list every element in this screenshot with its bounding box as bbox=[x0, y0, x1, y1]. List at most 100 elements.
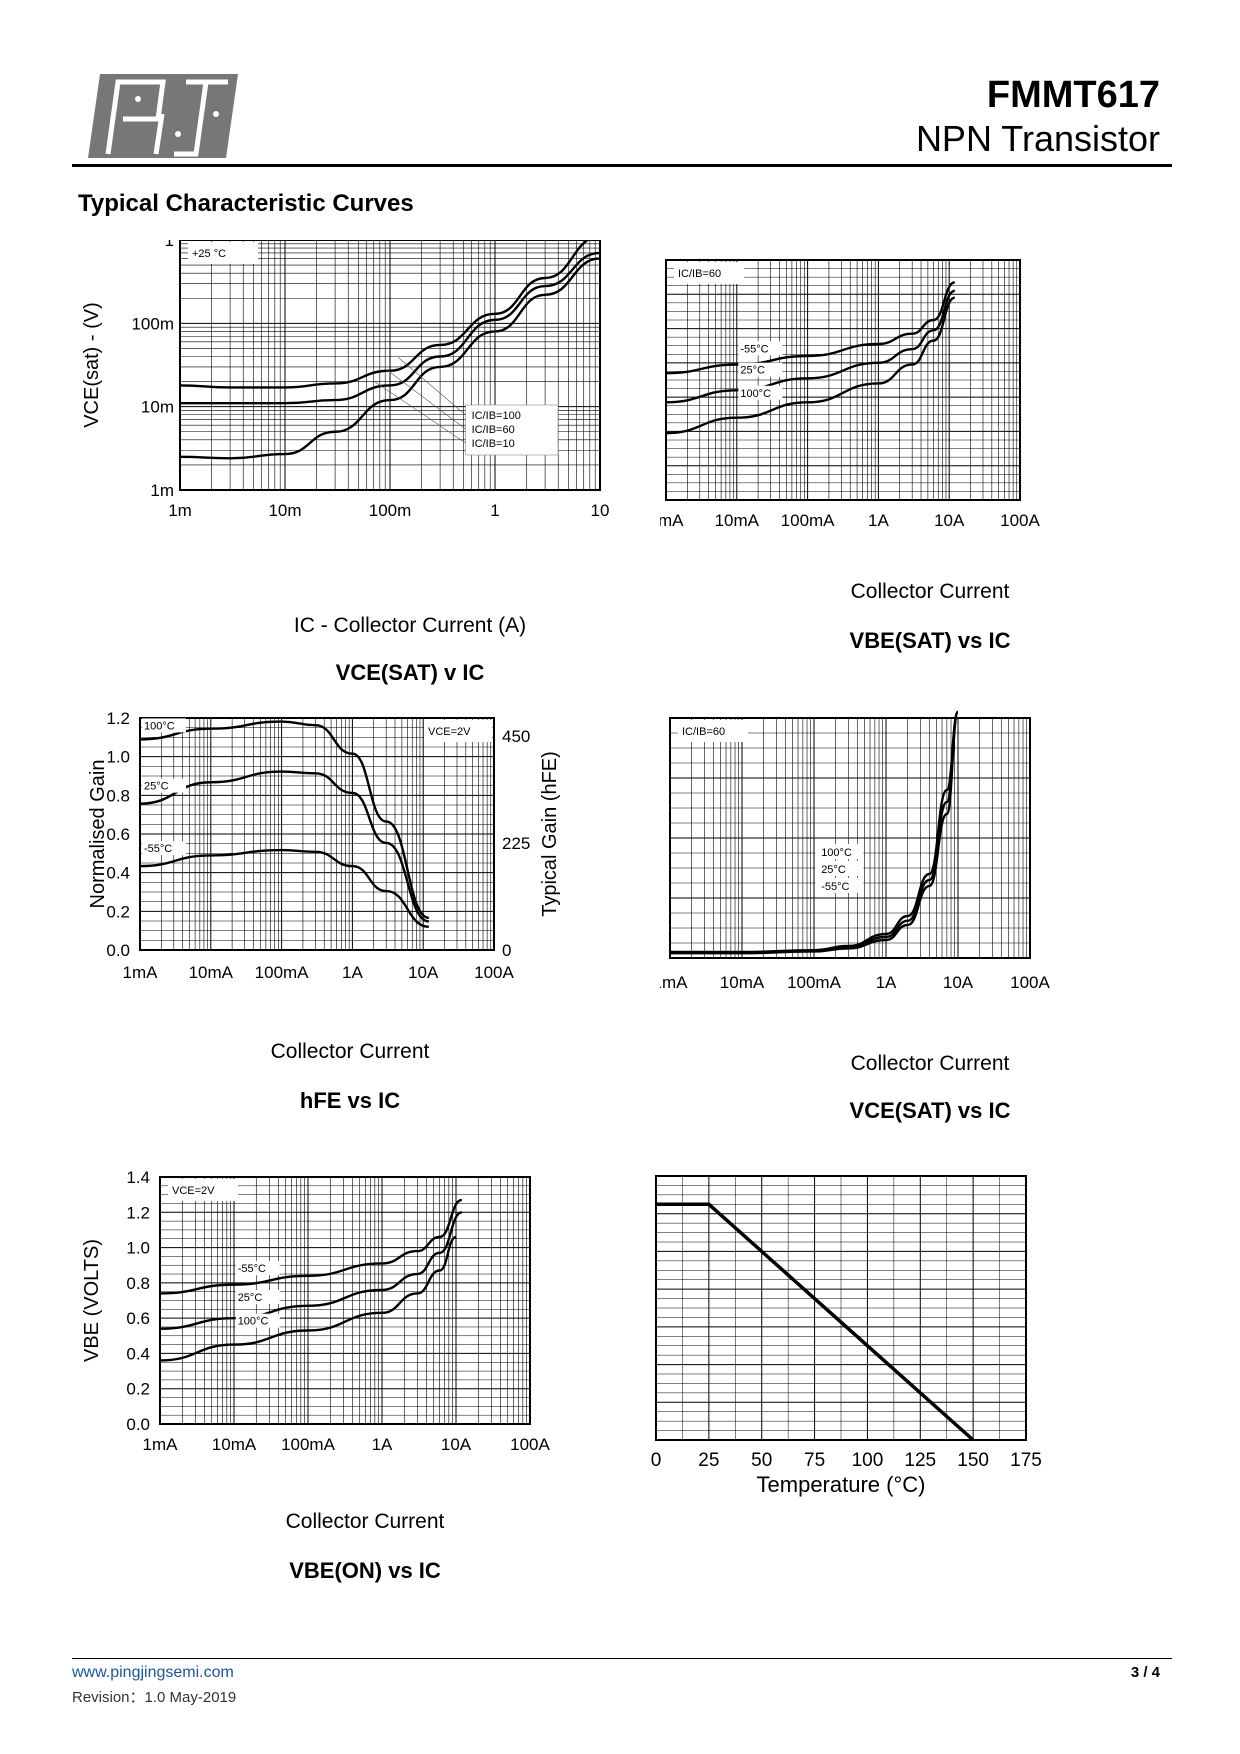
plot-area: 02550751001251501750.00.10.20.30.40.50.6… bbox=[651, 1175, 1042, 1497]
y-tick-label: 0.8 bbox=[106, 786, 130, 805]
y-axis-label: VBE (VOLTS) bbox=[81, 1239, 103, 1362]
legend-leader bbox=[386, 369, 466, 430]
y-tick-label: 100m bbox=[131, 314, 174, 333]
series-label-bg bbox=[235, 1313, 280, 1328]
x-tick-label: 10mA bbox=[189, 963, 234, 982]
y-tick-label: 10m bbox=[141, 398, 174, 417]
grid bbox=[665, 259, 1021, 501]
x-tick-label: 100mA bbox=[781, 511, 836, 530]
series-line-55C bbox=[665, 281, 956, 375]
x-tick-label: 10mA bbox=[720, 973, 765, 992]
series-label: -55°C bbox=[740, 343, 768, 355]
y2-axis-label: Typical Gain (hFE) bbox=[539, 751, 561, 917]
y-tick-label: 0.2 bbox=[106, 902, 130, 921]
y-tick-label: 1 bbox=[165, 240, 174, 250]
x-tick-label: 10A bbox=[408, 963, 439, 982]
chart4-xlabel: Collector Current bbox=[850, 1052, 1010, 1075]
series-line-ICIB60 bbox=[180, 251, 601, 405]
y-tick-label: 1.2 bbox=[106, 710, 130, 728]
legend-leader bbox=[374, 381, 466, 444]
y2-tick-label: 0 bbox=[502, 941, 511, 960]
plot-area: 1mA 10mA 100mA 1A 10A 100A 0.0 0.2 0.4 0.6 0.8 1.0 1… bbox=[87, 710, 561, 982]
x-tick-label: 100 bbox=[852, 1450, 884, 1471]
chart3-xlabel: Collector Current bbox=[270, 1040, 430, 1063]
series-label-bg bbox=[235, 1261, 280, 1276]
y-tick-label: 0.4 bbox=[106, 864, 130, 883]
chart-hfe-ic: 1mA 10mA 100mA 1A 10A 100A 0.0 0.2 0.4 0.6 0.8 1.0 1… bbox=[87, 710, 561, 982]
chart2-caption: VBE(SAT) vs IC bbox=[849, 628, 1011, 653]
series-line-25C bbox=[139, 770, 430, 923]
chart-vcesat-ic-temp: 1mA10mA100mA1A10A100A0.00.10.20.30.4VCE … bbox=[660, 710, 1051, 992]
x-tick-label: 50 bbox=[751, 1450, 772, 1471]
series-line-25C bbox=[665, 289, 956, 404]
y2-tick-label: 450 bbox=[502, 727, 530, 746]
series-label: 25°C bbox=[821, 864, 846, 876]
series-line-Pd bbox=[656, 1202, 975, 1442]
annotation-text: IC/IB=60 bbox=[678, 268, 721, 280]
y-tick-label: 0.2 bbox=[126, 1380, 150, 1399]
plot-frame bbox=[139, 717, 495, 951]
series-line-55C bbox=[159, 1198, 463, 1295]
series-leader bbox=[863, 862, 918, 868]
chart4-caption: VCE(SAT) vs IC bbox=[849, 1098, 1011, 1123]
series-label: 25°C bbox=[144, 781, 169, 793]
footer-divider bbox=[72, 1658, 1172, 1659]
series-line-100C bbox=[159, 1235, 457, 1362]
x-tick-label: 1 bbox=[490, 501, 499, 520]
series-label-bg bbox=[738, 341, 783, 356]
series-label: 100°C bbox=[740, 388, 771, 400]
y-tick-label: 1.0 bbox=[106, 748, 130, 767]
part-description: NPN Transistor bbox=[915, 118, 1160, 159]
series-line-55C bbox=[139, 848, 429, 928]
x-tick-label: 1m bbox=[168, 501, 192, 520]
series-label: -55°C bbox=[144, 843, 172, 855]
x-tick-label: 0 bbox=[651, 1450, 662, 1471]
series-label: -55°C bbox=[238, 1263, 266, 1275]
annotation-text: IC/IB=60 bbox=[682, 726, 725, 738]
legend-entry: IC/IB=10 bbox=[472, 438, 515, 450]
series-line-100C bbox=[665, 296, 956, 435]
company-logo bbox=[88, 74, 238, 158]
y-tick-label: 1.4 bbox=[126, 1170, 150, 1187]
series-line-ICIB10 bbox=[179, 257, 601, 460]
x-tick-label: 1mA bbox=[660, 973, 688, 992]
series-line-25C bbox=[159, 1211, 463, 1330]
x-tick-label: 100mA bbox=[281, 1435, 336, 1454]
plot-area: 1mA 10mA 100mA 1A 10A 100A 0.0 0.2 0.4 0.6 0.8 1.0 1… bbox=[81, 1170, 551, 1454]
x-tick-label: 100mA bbox=[787, 973, 842, 992]
series-label-bg bbox=[142, 841, 186, 856]
x-tick-label: 1A bbox=[868, 511, 889, 530]
x-tick-label: 10A bbox=[934, 511, 965, 530]
series-leader bbox=[863, 880, 922, 885]
plot-area: 1m 10m 100m 1 10 1m 10m 100m 1 VCE(sat) - (V) +25 … bbox=[81, 240, 609, 520]
annotation-text: VCE=2V bbox=[172, 1185, 215, 1197]
x-tick-label: 75 bbox=[804, 1450, 825, 1471]
series-line-55C bbox=[670, 710, 960, 955]
x-tick-label: 10A bbox=[441, 1435, 472, 1454]
x-tick-label: 1mA bbox=[123, 963, 159, 982]
x-tick-label: 1A bbox=[876, 973, 897, 992]
plot-frame bbox=[179, 240, 601, 491]
x-tick-label: 100A bbox=[510, 1435, 550, 1454]
annotation-bg bbox=[678, 720, 748, 742]
y-tick-label: 1.0 bbox=[126, 1239, 150, 1258]
grid bbox=[139, 717, 495, 951]
series-label: 100°C bbox=[821, 847, 852, 859]
chart5-xlabel: Collector Current bbox=[285, 1510, 445, 1533]
y-tick-label: 0.0 bbox=[106, 941, 130, 960]
chart2-xlabel: Collector Current bbox=[850, 580, 1010, 603]
x-tick-label: 1A bbox=[372, 1435, 393, 1454]
series-label: -55°C bbox=[821, 881, 849, 893]
series-label-bg bbox=[142, 718, 186, 733]
section-title: Typical Characteristic Curves bbox=[78, 190, 414, 217]
series-label: 100°C bbox=[238, 1316, 269, 1328]
x-tick-label: 100A bbox=[1010, 973, 1050, 992]
x-tick-label: 125 bbox=[904, 1450, 936, 1471]
annotation-bg bbox=[188, 242, 258, 264]
series-label: 100°C bbox=[144, 720, 175, 732]
website-link[interactable]: www.pingjingsemi.com bbox=[72, 1664, 234, 1681]
x-tick-label: 100m bbox=[369, 501, 412, 520]
legend-leader bbox=[398, 357, 466, 416]
y-tick-label: 0.8 bbox=[126, 1274, 150, 1293]
annotation-text: +25 °C bbox=[192, 248, 226, 260]
